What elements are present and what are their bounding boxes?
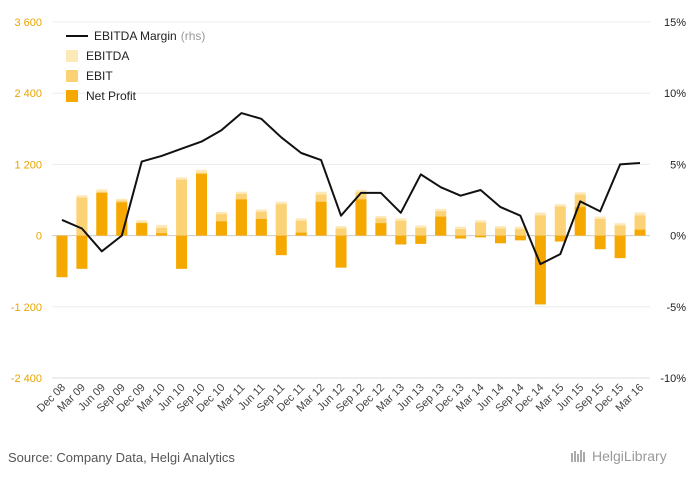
bar-net-profit [136, 223, 148, 236]
bar-net-profit [455, 235, 467, 239]
y-axis-right: -10% -5% 0% 5% 10% 15% [660, 17, 686, 385]
bar-net-profit [475, 235, 487, 238]
bar-net-profit [395, 235, 407, 245]
bar-net-profit [335, 235, 347, 268]
bar-net-profit [634, 229, 646, 236]
y-right-tick-label: 5% [670, 159, 686, 171]
bar-ebit [554, 206, 566, 236]
bar-ebit [455, 229, 467, 236]
bar-net-profit [176, 235, 188, 269]
legend-line-swatch [66, 35, 88, 37]
legend: EBITDA Margin (rhs) EBITDA EBIT Net Prof… [66, 26, 205, 106]
bar-ebit [634, 215, 646, 236]
bar-net-profit [554, 235, 566, 242]
bar-net-profit [534, 235, 546, 305]
y-axis-left: -2 400 -1 200 0 1 200 2 400 3 600 [11, 17, 42, 385]
bar-net-profit [614, 235, 626, 259]
bar-ebit [415, 227, 427, 236]
line-ebitda-margin [61, 112, 641, 266]
y-left-tick-label: -2 400 [11, 373, 42, 385]
bar-net-profit [315, 201, 327, 236]
legend-swatch [66, 70, 78, 82]
bar-net-profit [96, 192, 108, 236]
y-right-tick-label: 0% [670, 231, 686, 243]
y-left-tick-label: -1 200 [11, 302, 42, 314]
bar-net-profit [56, 235, 68, 278]
bar-net-profit [235, 199, 247, 236]
y-right-tick-label: 10% [664, 88, 686, 100]
logo-text: HelgiLibrary [592, 448, 667, 464]
bar-ebit [275, 204, 287, 236]
bar-net-profit [255, 218, 267, 236]
bar-net-profit [594, 235, 606, 250]
bar-net-profit [355, 199, 367, 236]
bar-ebit [534, 215, 546, 236]
y-left-tick-label: 0 [36, 231, 42, 243]
bar-net-profit [116, 202, 128, 236]
y-right-tick-label: -5% [666, 302, 686, 314]
legend-swatch [66, 50, 78, 62]
bar-net-profit [415, 235, 427, 244]
legend-item-ebitda-margin: EBITDA Margin (rhs) [66, 26, 205, 46]
y-right-tick-label: 15% [664, 17, 686, 29]
bar-net-profit [495, 235, 506, 244]
bar-ebit [156, 227, 168, 236]
bar-net-profit [215, 221, 227, 236]
legend-label: EBITDA [86, 49, 130, 63]
y-left-tick-label: 2 400 [14, 88, 42, 100]
bar-ebit [295, 220, 307, 236]
bar-ebit [176, 179, 188, 236]
source-text: Source: Company Data, Helgi Analytics [8, 450, 235, 465]
bar-ebit [594, 218, 606, 236]
bar-net-profit [275, 235, 287, 256]
bar-net-profit [514, 235, 526, 241]
legend-swatch [66, 90, 78, 102]
legend-note: (rhs) [180, 29, 206, 43]
legend-item-ebit: EBIT [66, 66, 205, 86]
bar-ebit [76, 197, 88, 236]
bar-net-profit [375, 223, 387, 236]
margin-line [61, 112, 641, 266]
legend-label: EBITDA Margin [94, 29, 177, 43]
bar-net-profit [295, 232, 307, 236]
legend-item-ebitda: EBITDA [66, 46, 205, 66]
bar-net-profit [156, 233, 168, 236]
legend-label: EBIT [86, 69, 113, 83]
bar-ebit [495, 228, 506, 236]
legend-item-net-profit: Net Profit [66, 86, 205, 106]
bar-net-profit [196, 173, 207, 236]
legend-label: Net Profit [86, 89, 137, 103]
bar-ebit [614, 225, 626, 236]
y-right-tick-label: -10% [660, 373, 686, 385]
bar-net-profit [574, 207, 586, 236]
bar-net-profit [76, 235, 88, 269]
helgi-library-logo[interactable]: HelgiLibrary [570, 448, 667, 464]
bar-ebit [475, 222, 487, 236]
y-left-tick-label: 3 600 [14, 17, 42, 29]
bar-net-profit [435, 216, 447, 236]
bar-ebit [335, 228, 347, 236]
y-left-tick-label: 1 200 [14, 159, 42, 171]
bar-ebit [395, 220, 407, 236]
library-icon [571, 450, 585, 462]
bar-ebit [514, 229, 526, 236]
bars [56, 169, 646, 305]
